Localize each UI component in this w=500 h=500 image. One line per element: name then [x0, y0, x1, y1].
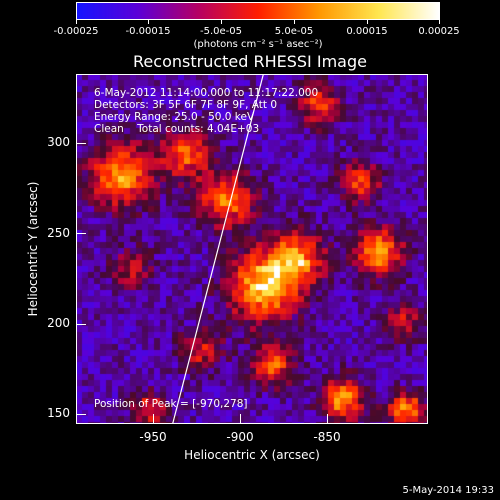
info-detectors: Detectors: 3F 5F 6F 7F 8F 9F, Att 0: [94, 99, 278, 111]
y-tick-label: 250: [47, 226, 70, 240]
y-major-tick: [76, 233, 86, 234]
x-major-tick: [327, 414, 328, 424]
plot-title: Reconstructed RHESSI Image: [133, 52, 367, 71]
colorbar-label: -0.00025: [53, 26, 99, 37]
info-time: 6-May-2012 11:14:00.000 to 11:17:22.000: [94, 87, 319, 99]
y-major-tick: [76, 324, 86, 325]
y-major-tick: [76, 414, 86, 415]
x-tick-label: -950: [139, 430, 167, 444]
peak-position: Position of Peak = [-970,278]: [94, 398, 248, 410]
colorbar-label: -0.00015: [125, 26, 171, 37]
colorbar-label: 5.0e-05: [274, 26, 314, 37]
colorbar-units: (photons cm⁻² s⁻¹ asec⁻²): [193, 39, 323, 50]
colorbar-tick: [221, 20, 222, 24]
x-tick-label: -850: [313, 430, 341, 444]
colorbar-tick: [367, 20, 368, 24]
colorbar-label: 0.00015: [346, 26, 388, 37]
y-axis-label: Heliocentric Y (arcsec): [26, 181, 40, 317]
colorbar: [76, 2, 440, 20]
info-clean: Clean Total counts: 4.04E+03: [94, 123, 260, 135]
y-tick-label: 300: [47, 135, 70, 149]
colorbar-tick: [148, 20, 149, 24]
info-energy: Energy Range: 25.0 - 50.0 keV: [94, 111, 255, 123]
x-major-tick: [240, 414, 241, 424]
rhessi-image: [76, 74, 428, 424]
limb-line: [171, 74, 265, 424]
y-tick-label: 200: [47, 316, 70, 330]
colorbar-tick: [76, 20, 77, 24]
image-plot: [76, 74, 428, 424]
colorbar-tick: [294, 20, 295, 24]
x-tick-label: -900: [226, 430, 254, 444]
colorbar-label: 0.00025: [418, 26, 460, 37]
y-major-tick: [76, 143, 86, 144]
colorbar-tick: [439, 20, 440, 24]
y-tick-label: 150: [47, 406, 70, 420]
x-major-tick: [153, 414, 154, 424]
colorbar-label: -5.0e-05: [200, 26, 242, 37]
timestamp: 5-May-2014 19:33: [402, 485, 494, 496]
x-axis-label: Heliocentric X (arcsec): [184, 448, 320, 462]
info-block: 6-May-2012 11:14:00.000 to 11:17:22.000 D…: [94, 87, 318, 135]
